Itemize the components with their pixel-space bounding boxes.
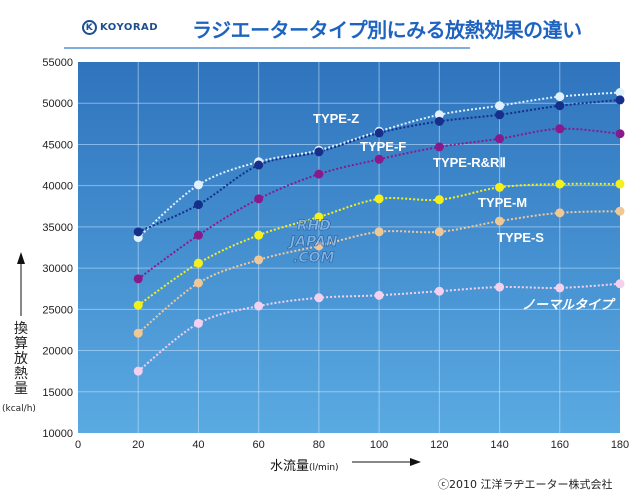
series-label: TYPE-R&RⅡ — [433, 155, 506, 170]
data-point — [555, 101, 565, 111]
data-point — [314, 212, 324, 222]
data-point — [314, 147, 324, 157]
y-tick-label: 20000 — [42, 346, 73, 358]
data-point — [615, 88, 625, 98]
series-line-1 — [137, 98, 621, 233]
data-point — [555, 208, 565, 218]
y-tick-label: 35000 — [42, 222, 73, 234]
data-point — [495, 101, 505, 111]
y-tick-label: 50000 — [42, 98, 73, 110]
data-point — [615, 179, 625, 189]
data-point — [374, 227, 384, 237]
data-point — [193, 230, 203, 240]
data-point — [495, 182, 505, 192]
data-point — [254, 160, 264, 170]
data-point — [193, 278, 203, 288]
y-tick-label: 55000 — [42, 57, 73, 69]
y-tick-label: 45000 — [42, 139, 73, 151]
watermark-logo: RHD JAPAN .COM — [290, 218, 338, 267]
data-point — [495, 216, 505, 226]
x-tick-label: 20 — [132, 439, 144, 451]
series-line-4 — [137, 210, 621, 335]
data-point — [254, 194, 264, 204]
data-point — [314, 169, 324, 179]
data-point — [434, 116, 444, 126]
y-axis-label: 換算放熱量 — [14, 321, 28, 397]
data-point — [555, 92, 565, 102]
data-point — [374, 194, 384, 204]
title-underline — [64, 47, 470, 49]
data-point — [193, 318, 203, 328]
data-point — [133, 227, 143, 237]
data-point — [133, 274, 143, 284]
data-point — [133, 328, 143, 338]
data-point — [254, 230, 264, 240]
y-tick-label: 10000 — [42, 428, 73, 440]
x-tick-label: 0 — [75, 439, 81, 451]
x-axis-label: 水流量(l/min) — [270, 455, 339, 474]
y-axis-arrow — [17, 252, 25, 316]
data-point — [434, 195, 444, 205]
data-point — [133, 300, 143, 310]
data-point — [615, 129, 625, 139]
data-point — [193, 200, 203, 210]
data-point — [374, 154, 384, 164]
data-point — [193, 258, 203, 268]
y-tick-label: 30000 — [42, 263, 73, 275]
x-tick-label: 60 — [253, 439, 265, 451]
y-axis-unit: (kcal/h) — [2, 404, 36, 414]
data-point — [495, 110, 505, 120]
data-point — [615, 95, 625, 105]
data-point — [374, 128, 384, 138]
data-point — [434, 286, 444, 296]
brand-name: KOYORAD — [100, 22, 159, 33]
data-point — [314, 241, 324, 251]
x-tick-label: 80 — [313, 439, 325, 451]
data-point — [254, 255, 264, 265]
data-point — [434, 110, 444, 120]
x-axis-label-text: 水流量 — [270, 459, 310, 474]
koyorad-logo-icon: K — [82, 20, 97, 35]
data-point — [314, 293, 324, 303]
data-point — [434, 227, 444, 237]
x-tick-label: 140 — [490, 439, 508, 451]
series-label: TYPE-Z — [313, 111, 359, 126]
data-point — [133, 366, 143, 376]
data-point — [495, 134, 505, 144]
data-point — [495, 282, 505, 292]
data-point — [555, 124, 565, 134]
y-tick-label: 40000 — [42, 181, 73, 193]
koyorad-logo: K KOYORAD — [82, 20, 158, 35]
data-point — [555, 283, 565, 293]
data-point — [434, 142, 444, 152]
x-tick-label: 180 — [611, 439, 629, 451]
x-tick-label: 160 — [551, 439, 569, 451]
data-point — [254, 301, 264, 311]
data-point — [374, 290, 384, 300]
series-label: TYPE-M — [478, 195, 527, 210]
y-tick-label: 15000 — [42, 387, 73, 399]
x-tick-label: 40 — [192, 439, 204, 451]
series-label: TYPE-F — [360, 139, 406, 154]
data-point — [193, 180, 203, 190]
chart-title: ラジエータータイプ別にみる放熱効果の違い — [192, 18, 582, 42]
x-tick-label: 120 — [430, 439, 448, 451]
data-point — [615, 206, 625, 216]
series-label: TYPE-S — [497, 230, 544, 245]
y-tick-label: 25000 — [42, 304, 73, 316]
copyright: ⓒ2010 江洋ラヂエーター株式会社 — [438, 478, 613, 491]
data-point — [615, 279, 625, 289]
series-label: ノーマルタイプ — [522, 297, 616, 312]
x-axis-arrow — [352, 458, 421, 466]
data-point — [555, 179, 565, 189]
plot-area — [78, 62, 620, 433]
x-axis-unit: (l/min) — [309, 463, 339, 473]
x-tick-label: 100 — [370, 439, 388, 451]
